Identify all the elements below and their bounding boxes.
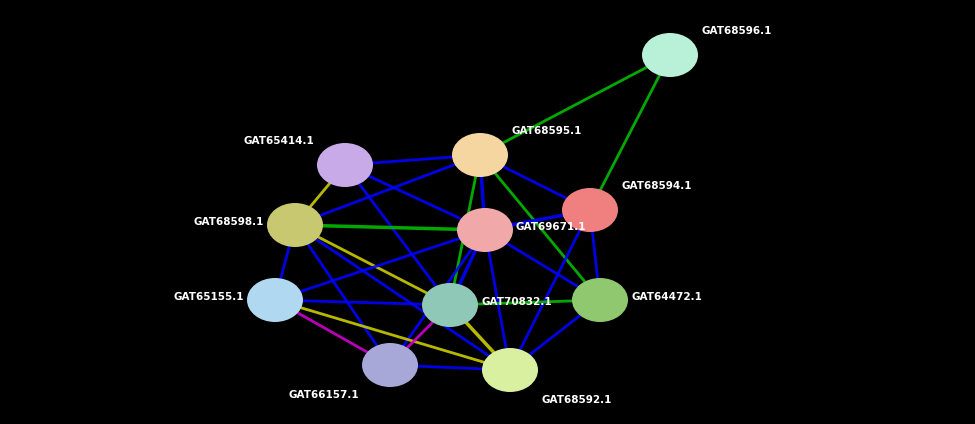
Text: GAT68592.1: GAT68592.1 xyxy=(541,395,611,405)
Ellipse shape xyxy=(362,343,418,387)
Ellipse shape xyxy=(457,208,513,252)
Ellipse shape xyxy=(482,348,538,392)
Text: GAT68598.1: GAT68598.1 xyxy=(194,217,264,227)
Text: GAT65155.1: GAT65155.1 xyxy=(174,292,244,302)
Text: GAT64472.1: GAT64472.1 xyxy=(631,292,702,302)
Ellipse shape xyxy=(452,133,508,177)
Ellipse shape xyxy=(572,278,628,322)
Text: GAT68594.1: GAT68594.1 xyxy=(621,181,691,191)
Text: GAT68595.1: GAT68595.1 xyxy=(511,126,581,136)
Ellipse shape xyxy=(642,33,698,77)
Ellipse shape xyxy=(562,188,618,232)
Ellipse shape xyxy=(317,143,373,187)
Text: GAT69671.1: GAT69671.1 xyxy=(516,222,587,232)
Text: GAT65414.1: GAT65414.1 xyxy=(243,136,314,146)
Text: GAT68596.1: GAT68596.1 xyxy=(701,26,771,36)
Text: GAT70832.1: GAT70832.1 xyxy=(481,297,552,307)
Ellipse shape xyxy=(422,283,478,327)
Text: GAT66157.1: GAT66157.1 xyxy=(289,390,359,400)
Ellipse shape xyxy=(247,278,303,322)
Ellipse shape xyxy=(267,203,323,247)
